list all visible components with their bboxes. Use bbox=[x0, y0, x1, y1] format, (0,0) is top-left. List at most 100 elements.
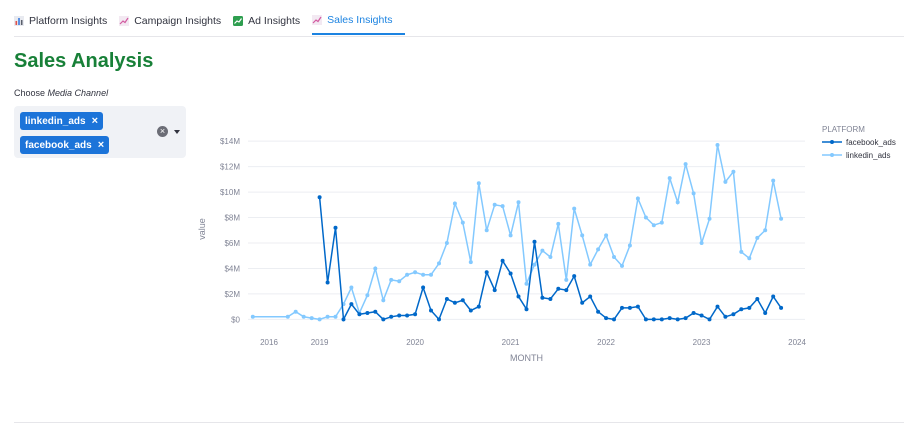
data-point bbox=[651, 223, 656, 228]
legend-title: PLATFORM bbox=[822, 125, 865, 134]
data-point bbox=[771, 178, 776, 183]
data-point bbox=[492, 288, 497, 293]
data-point bbox=[301, 314, 306, 319]
y-axis-title: value bbox=[197, 218, 207, 240]
data-point bbox=[699, 241, 704, 245]
data-point bbox=[373, 266, 378, 271]
chip-linkedin-ads: linkedin_ads × bbox=[20, 112, 104, 130]
data-point bbox=[413, 312, 418, 317]
media-channel-multiselect[interactable]: linkedin_ads × facebook_ads × × bbox=[14, 106, 186, 158]
data-point bbox=[731, 169, 736, 174]
data-point bbox=[317, 195, 322, 200]
x-tick-label: 2024 bbox=[788, 338, 806, 347]
data-point bbox=[532, 239, 537, 244]
data-point bbox=[285, 314, 290, 319]
data-point bbox=[564, 288, 569, 293]
chevron-down-icon[interactable] bbox=[174, 130, 180, 134]
y-tick-label: $6M bbox=[224, 239, 240, 248]
data-point bbox=[739, 249, 744, 254]
data-point bbox=[667, 176, 672, 181]
data-point bbox=[325, 280, 330, 285]
data-point bbox=[532, 262, 537, 267]
chip-label: facebook_ads bbox=[25, 139, 92, 151]
data-point bbox=[484, 270, 489, 275]
data-point bbox=[659, 220, 664, 225]
y-tick-label: $8M bbox=[224, 214, 240, 223]
x-tick-label: 2016 bbox=[260, 338, 278, 347]
data-point bbox=[596, 247, 601, 252]
tab-label: Sales Insights bbox=[327, 13, 393, 26]
data-point bbox=[739, 307, 744, 312]
data-point bbox=[779, 305, 784, 310]
data-point bbox=[444, 297, 449, 301]
data-point bbox=[635, 196, 640, 201]
data-point bbox=[421, 285, 426, 290]
legend-item: linkedin_ads bbox=[846, 151, 890, 160]
data-point bbox=[683, 162, 688, 167]
data-point bbox=[349, 302, 354, 307]
data-point bbox=[675, 200, 680, 205]
data-point bbox=[389, 314, 394, 319]
data-point bbox=[588, 294, 593, 299]
data-point bbox=[548, 255, 553, 259]
legend-marker bbox=[830, 140, 834, 144]
clear-all-icon[interactable]: × bbox=[157, 126, 168, 137]
tab-ad-insights[interactable]: Ad Insights bbox=[233, 6, 312, 35]
tab-campaign-insights[interactable]: Campaign Insights bbox=[119, 6, 233, 35]
data-point bbox=[500, 204, 505, 209]
data-point bbox=[755, 235, 760, 240]
chip-facebook-ads: facebook_ads × bbox=[20, 136, 110, 154]
data-point bbox=[564, 277, 569, 282]
y-tick-label: $4M bbox=[224, 264, 240, 273]
tab-platform-insights[interactable]: Platform Insights bbox=[14, 6, 119, 35]
data-point bbox=[365, 293, 370, 298]
data-point bbox=[556, 221, 561, 226]
data-point bbox=[429, 308, 433, 313]
data-point bbox=[357, 312, 362, 317]
data-point bbox=[620, 263, 624, 268]
data-point bbox=[508, 271, 513, 276]
data-point bbox=[548, 297, 553, 301]
data-point bbox=[317, 317, 322, 322]
x-tick-label: 2021 bbox=[502, 338, 520, 347]
page-title: Sales Analysis bbox=[14, 50, 154, 72]
data-point bbox=[397, 279, 402, 284]
data-point bbox=[659, 317, 664, 322]
data-point bbox=[715, 304, 720, 309]
data-point bbox=[596, 309, 601, 314]
legend-item: facebook_ads bbox=[846, 138, 896, 147]
data-point bbox=[763, 228, 768, 233]
data-point bbox=[556, 286, 561, 291]
data-point bbox=[365, 311, 370, 315]
data-point bbox=[437, 261, 441, 266]
x-tick-label: 2022 bbox=[597, 338, 615, 347]
data-point bbox=[468, 260, 473, 265]
tab-sales-insights[interactable]: Sales Insights bbox=[312, 6, 405, 35]
data-point bbox=[731, 312, 736, 317]
chart-up-icon bbox=[233, 15, 244, 26]
data-point bbox=[492, 202, 497, 207]
data-point bbox=[588, 262, 593, 267]
data-point bbox=[524, 307, 529, 312]
data-point bbox=[612, 255, 616, 259]
data-point bbox=[460, 298, 465, 303]
data-point bbox=[779, 216, 784, 221]
remove-chip-icon[interactable]: × bbox=[91, 115, 99, 127]
data-point bbox=[349, 285, 354, 290]
data-point bbox=[723, 314, 728, 319]
data-point bbox=[452, 201, 457, 206]
x-tick-label: 2019 bbox=[311, 338, 329, 347]
data-point bbox=[620, 305, 624, 310]
data-point bbox=[540, 295, 545, 300]
data-point bbox=[643, 317, 648, 322]
data-point bbox=[683, 316, 688, 321]
data-point bbox=[516, 200, 521, 205]
data-point bbox=[476, 304, 481, 309]
data-point bbox=[627, 305, 632, 310]
data-point bbox=[309, 316, 314, 321]
data-point bbox=[421, 272, 426, 277]
remove-chip-icon[interactable]: × bbox=[97, 139, 105, 151]
data-point bbox=[413, 270, 418, 275]
data-point bbox=[643, 215, 648, 220]
data-point bbox=[405, 272, 410, 277]
